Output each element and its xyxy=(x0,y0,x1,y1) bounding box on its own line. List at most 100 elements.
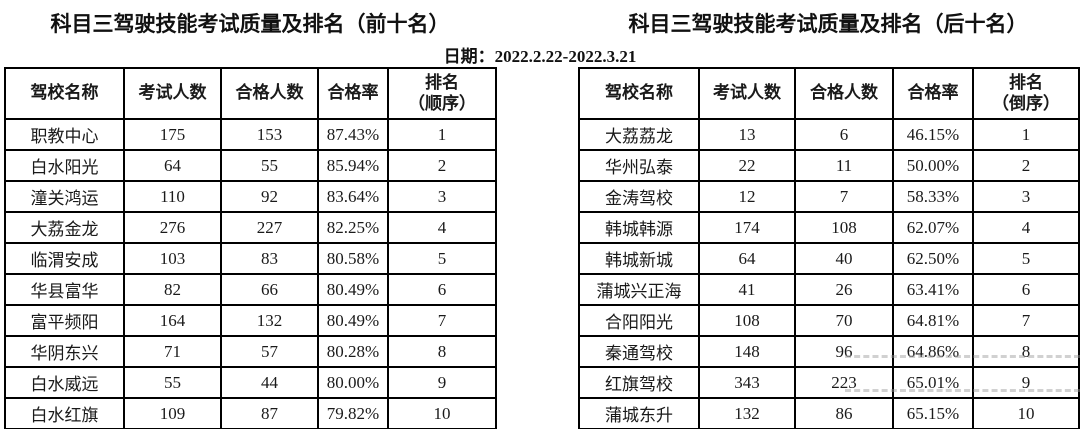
table-row: 蒲城东升 132 86 65.15% 10 xyxy=(578,397,1080,429)
col-header-examinees: 考试人数 xyxy=(123,67,222,120)
school-name-cell: 蒲城兴正海 xyxy=(578,273,700,306)
examinees-cell: 64 xyxy=(123,149,222,182)
table-row: 华阴东兴 71 57 80.28% 8 xyxy=(4,335,497,368)
passed-cell: 7 xyxy=(794,180,894,213)
examinees-cell: 110 xyxy=(123,180,222,213)
rank-cell: 1 xyxy=(972,118,1080,151)
rank-cell: 10 xyxy=(387,397,497,429)
rank-cell: 1 xyxy=(387,118,497,151)
pass-rate-cell: 87.43% xyxy=(317,118,389,151)
pass-rate-cell: 82.25% xyxy=(317,211,389,244)
table-row: 潼关鸿运 110 92 83.64% 3 xyxy=(4,180,497,213)
pass-rate-cell: 80.28% xyxy=(317,335,389,368)
school-name-cell: 韩城韩源 xyxy=(578,211,700,244)
examinees-cell: 276 xyxy=(123,211,222,244)
examinees-cell: 109 xyxy=(123,397,222,429)
header-row: 驾校名称 考试人数 合格人数 合格率 排名 （顺序） xyxy=(4,67,497,120)
passed-cell: 153 xyxy=(220,118,319,151)
examinees-cell: 343 xyxy=(698,366,796,399)
pass-rate-cell: 85.94% xyxy=(317,149,389,182)
rank-cell: 7 xyxy=(972,304,1080,337)
rank-cell: 2 xyxy=(387,149,497,182)
col-header-school-name: 驾校名称 xyxy=(578,67,700,120)
table-row: 大荔金龙 276 227 82.25% 4 xyxy=(4,211,497,244)
table-row: 秦通驾校 148 96 64.86% 8 xyxy=(578,335,1080,368)
pass-rate-cell: 80.49% xyxy=(317,273,389,306)
passed-cell: 55 xyxy=(220,149,319,182)
pass-rate-cell: 64.81% xyxy=(892,304,974,337)
table-row: 富平频阳 164 132 80.49% 7 xyxy=(4,304,497,337)
passed-cell: 83 xyxy=(220,242,319,275)
rank-cell: 5 xyxy=(387,242,497,275)
examinees-cell: 82 xyxy=(123,273,222,306)
school-name-cell: 临渭安成 xyxy=(4,242,125,275)
school-name-cell: 红旗驾校 xyxy=(578,366,700,399)
pass-rate-cell: 46.15% xyxy=(892,118,974,151)
pass-rate-cell: 62.50% xyxy=(892,242,974,275)
examinees-cell: 103 xyxy=(123,242,222,275)
examinees-cell: 12 xyxy=(698,180,796,213)
pass-rate-cell: 65.01% xyxy=(892,366,974,399)
examinees-cell: 13 xyxy=(698,118,796,151)
examinees-cell: 148 xyxy=(698,335,796,368)
rank-cell: 4 xyxy=(387,211,497,244)
examinees-cell: 64 xyxy=(698,242,796,275)
table-row: 大荔荔龙 13 6 46.15% 1 xyxy=(578,118,1080,151)
passed-cell: 66 xyxy=(220,273,319,306)
pass-rate-cell: 50.00% xyxy=(892,149,974,182)
top-ten-table: 驾校名称 考试人数 合格人数 合格率 排名 （顺序） 职教中心 175 153 … xyxy=(4,67,497,429)
passed-cell: 132 xyxy=(220,304,319,337)
rank-cell: 4 xyxy=(972,211,1080,244)
left-table-title: 科目三驾驶技能考试质量及排名（前十名） xyxy=(50,12,450,36)
passed-cell: 223 xyxy=(794,366,894,399)
rank-cell: 2 xyxy=(972,149,1080,182)
pass-rate-cell: 80.49% xyxy=(317,304,389,337)
rank-cell: 3 xyxy=(387,180,497,213)
header-row: 驾校名称 考试人数 合格人数 合格率 排名 （倒序） xyxy=(578,67,1080,120)
school-name-cell: 蒲城东升 xyxy=(578,397,700,429)
col-header-examinees: 考试人数 xyxy=(698,67,796,120)
examinees-cell: 41 xyxy=(698,273,796,306)
passed-cell: 96 xyxy=(794,335,894,368)
table-row: 红旗驾校 343 223 65.01% 9 xyxy=(578,366,1080,399)
examinees-cell: 132 xyxy=(698,397,796,429)
col-header-rank: 排名 （顺序） xyxy=(387,67,497,120)
examinees-cell: 175 xyxy=(123,118,222,151)
school-name-cell: 大荔金龙 xyxy=(4,211,125,244)
passed-cell: 57 xyxy=(220,335,319,368)
rank-cell: 8 xyxy=(972,335,1080,368)
passed-cell: 227 xyxy=(220,211,319,244)
pass-rate-cell: 80.00% xyxy=(317,366,389,399)
examinees-cell: 55 xyxy=(123,366,222,399)
passed-cell: 40 xyxy=(794,242,894,275)
school-name-cell: 职教中心 xyxy=(4,118,125,151)
school-name-cell: 合阳阳光 xyxy=(578,304,700,337)
passed-cell: 11 xyxy=(794,149,894,182)
examinees-cell: 174 xyxy=(698,211,796,244)
school-name-cell: 白水阳光 xyxy=(4,149,125,182)
rank-cell: 9 xyxy=(387,366,497,399)
passed-cell: 87 xyxy=(220,397,319,429)
table-row: 白水红旗 109 87 79.82% 10 xyxy=(4,397,497,429)
passed-cell: 92 xyxy=(220,180,319,213)
school-name-cell: 金涛驾校 xyxy=(578,180,700,213)
examinees-cell: 108 xyxy=(698,304,796,337)
school-name-cell: 韩城新城 xyxy=(578,242,700,275)
table-row: 职教中心 175 153 87.43% 1 xyxy=(4,118,497,151)
col-header-passed: 合格人数 xyxy=(794,67,894,120)
bottom-ten-table: 驾校名称 考试人数 合格人数 合格率 排名 （倒序） 大荔荔龙 13 6 46.… xyxy=(578,67,1080,429)
rank-cell: 6 xyxy=(387,273,497,306)
col-header-school-name: 驾校名称 xyxy=(4,67,125,120)
school-name-cell: 华阴东兴 xyxy=(4,335,125,368)
col-header-pass-rate: 合格率 xyxy=(317,67,389,120)
table-row: 白水威远 55 44 80.00% 9 xyxy=(4,366,497,399)
table-row: 蒲城兴正海 41 26 63.41% 6 xyxy=(578,273,1080,306)
school-name-cell: 大荔荔龙 xyxy=(578,118,700,151)
school-name-cell: 秦通驾校 xyxy=(578,335,700,368)
pass-rate-cell: 80.58% xyxy=(317,242,389,275)
school-name-cell: 华州弘泰 xyxy=(578,149,700,182)
passed-cell: 26 xyxy=(794,273,894,306)
passed-cell: 44 xyxy=(220,366,319,399)
table-row: 金涛驾校 12 7 58.33% 3 xyxy=(578,180,1080,213)
pass-rate-cell: 63.41% xyxy=(892,273,974,306)
